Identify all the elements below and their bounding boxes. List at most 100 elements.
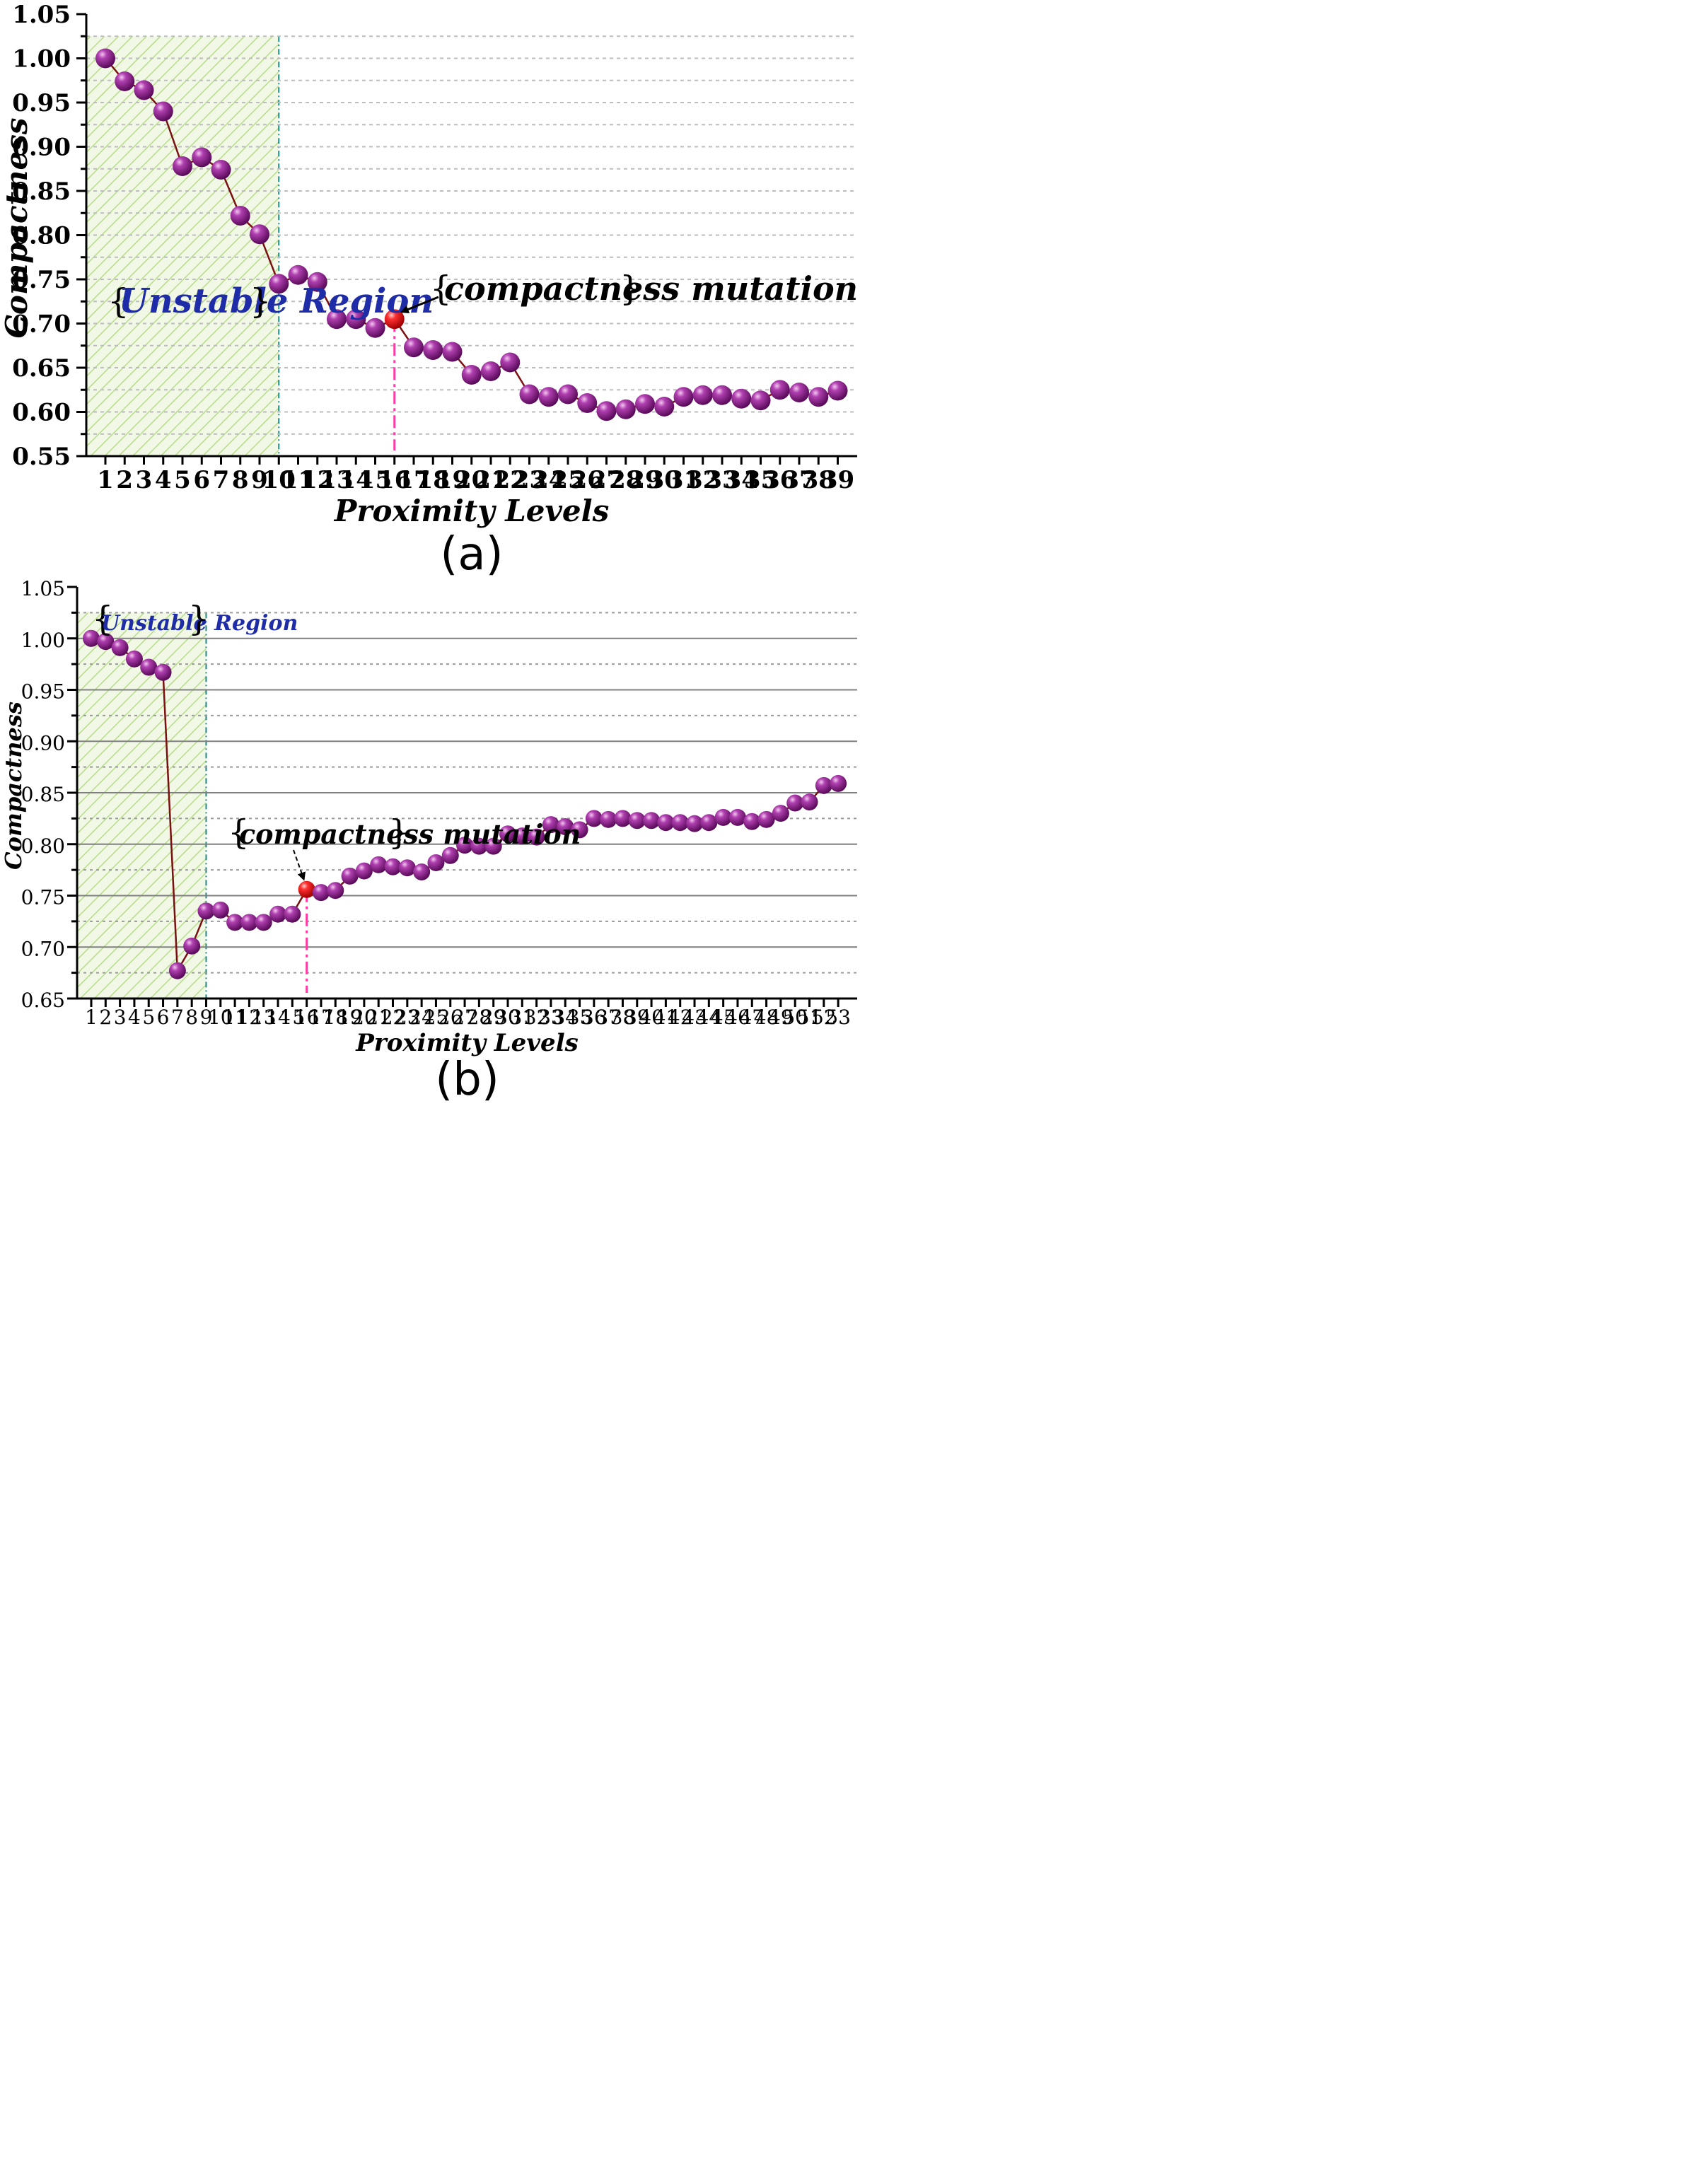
x-tick-label: 28 bbox=[467, 1006, 492, 1029]
x-tick-label: 29 bbox=[481, 1006, 506, 1029]
x-tick-label: 35 bbox=[744, 466, 777, 494]
y-tick-label: 0.85 bbox=[12, 177, 71, 206]
region-brace-right: } bbox=[250, 281, 272, 321]
annotation-brace-left: { bbox=[228, 813, 250, 852]
data-point bbox=[154, 663, 172, 681]
x-tick-label: 9 bbox=[251, 466, 268, 494]
x-tick-label: 3 bbox=[136, 466, 153, 494]
data-point bbox=[307, 272, 327, 292]
data-point bbox=[714, 808, 732, 826]
data-point bbox=[789, 383, 809, 402]
gridlines-a bbox=[86, 35, 857, 435]
x-tick-label: 14 bbox=[265, 1006, 291, 1029]
x-tick-label: 7 bbox=[171, 1006, 184, 1029]
data-point bbox=[643, 812, 661, 829]
data-point bbox=[250, 224, 269, 245]
x-tick-label: 19 bbox=[337, 1006, 363, 1029]
x-axis-title: Proximity Levels bbox=[355, 1029, 579, 1057]
data-point bbox=[423, 340, 443, 360]
x-tick-label: 41 bbox=[653, 1006, 679, 1029]
data-point bbox=[614, 810, 632, 827]
mutation-annotation: compactness mutation bbox=[444, 269, 858, 308]
data-point bbox=[398, 859, 416, 877]
annotation-brace-left: { bbox=[430, 269, 452, 308]
data-point bbox=[134, 80, 154, 100]
x-tick-label: 14 bbox=[339, 466, 373, 494]
data-point bbox=[500, 352, 521, 373]
data-point bbox=[577, 393, 598, 413]
panel-label: (a) bbox=[440, 528, 503, 581]
data-point bbox=[801, 793, 818, 811]
mutation-point bbox=[384, 309, 405, 330]
data-point bbox=[673, 387, 694, 407]
data-point bbox=[327, 882, 344, 900]
x-tick-label: 5 bbox=[142, 1006, 155, 1029]
x-tick-label: 39 bbox=[821, 466, 854, 494]
x-tick-label: 31 bbox=[667, 466, 700, 494]
x-tick-label: 27 bbox=[590, 466, 623, 494]
data-point bbox=[83, 629, 100, 647]
y-tick-label: 0.85 bbox=[21, 783, 65, 806]
data-point bbox=[456, 837, 474, 854]
x-tick-label: 42 bbox=[668, 1006, 693, 1029]
x-tick-label: 18 bbox=[417, 466, 450, 494]
data-point bbox=[226, 914, 244, 931]
x-tick-label: 34 bbox=[725, 466, 758, 494]
x-tick-label: 36 bbox=[763, 466, 796, 494]
data-point bbox=[153, 101, 173, 122]
data-point bbox=[413, 863, 431, 881]
x-tick-label: 21 bbox=[474, 466, 507, 494]
x-tick-label: 9 bbox=[200, 1006, 213, 1029]
data-point bbox=[240, 914, 258, 931]
data-point bbox=[370, 856, 388, 873]
x-tick-label: 16 bbox=[294, 1006, 320, 1029]
x-tick-label: 19 bbox=[436, 466, 469, 494]
data-point bbox=[442, 342, 463, 362]
unstable-region-b bbox=[77, 612, 207, 999]
mutation-annotation: compactness mutation bbox=[239, 818, 581, 850]
x-tick-label: 36 bbox=[581, 1006, 607, 1029]
x-tick-label: 39 bbox=[624, 1006, 650, 1029]
data-point bbox=[513, 827, 531, 845]
x-tick-label: 34 bbox=[552, 1006, 578, 1029]
x-tick-label: 3 bbox=[114, 1006, 127, 1029]
unstable-region-a bbox=[86, 36, 280, 456]
x-tick-label: 33 bbox=[705, 466, 738, 494]
chart-b: 0.650.700.750.800.850.900.951.001.051 2 3 4… bbox=[0, 577, 857, 1106]
data-point bbox=[528, 828, 545, 846]
y-tick-label: 0.80 bbox=[21, 834, 65, 858]
annotation-arrow bbox=[293, 849, 306, 881]
series-b bbox=[83, 629, 847, 979]
data-point bbox=[585, 810, 603, 827]
x-tick-label: 24 bbox=[409, 1006, 434, 1029]
x-tick-label: 46 bbox=[725, 1006, 750, 1029]
region-brace-left: { bbox=[108, 281, 129, 321]
y-tick-label: 0.55 bbox=[12, 443, 71, 471]
y-tick-label: 1.00 bbox=[21, 629, 65, 652]
data-point bbox=[815, 776, 832, 794]
y-tick-label: 1.05 bbox=[21, 577, 65, 600]
data-point bbox=[255, 914, 272, 931]
data-point bbox=[284, 905, 301, 923]
data-point bbox=[558, 384, 578, 404]
x-tick-label: 8 bbox=[185, 1006, 198, 1029]
data-point bbox=[211, 160, 231, 180]
data-point bbox=[700, 814, 718, 832]
data-point bbox=[657, 814, 675, 832]
data-point bbox=[635, 394, 655, 414]
data-point bbox=[571, 821, 588, 839]
y-tick-label: 0.60 bbox=[12, 399, 71, 427]
y-tick-label: 0.75 bbox=[21, 886, 65, 909]
data-point bbox=[230, 206, 250, 226]
unstable-region-label: Unstable Region bbox=[101, 611, 298, 636]
unstable-region-fill bbox=[86, 36, 279, 456]
x-tick-label: 23 bbox=[395, 1006, 420, 1029]
x-tick-label: 2 bbox=[116, 466, 133, 494]
data-point bbox=[600, 810, 617, 828]
y-tick-label: 0.95 bbox=[21, 680, 65, 704]
data-point bbox=[484, 837, 502, 855]
x-tick-label: 1 bbox=[97, 466, 114, 494]
x-tick-label: 27 bbox=[452, 1006, 477, 1029]
